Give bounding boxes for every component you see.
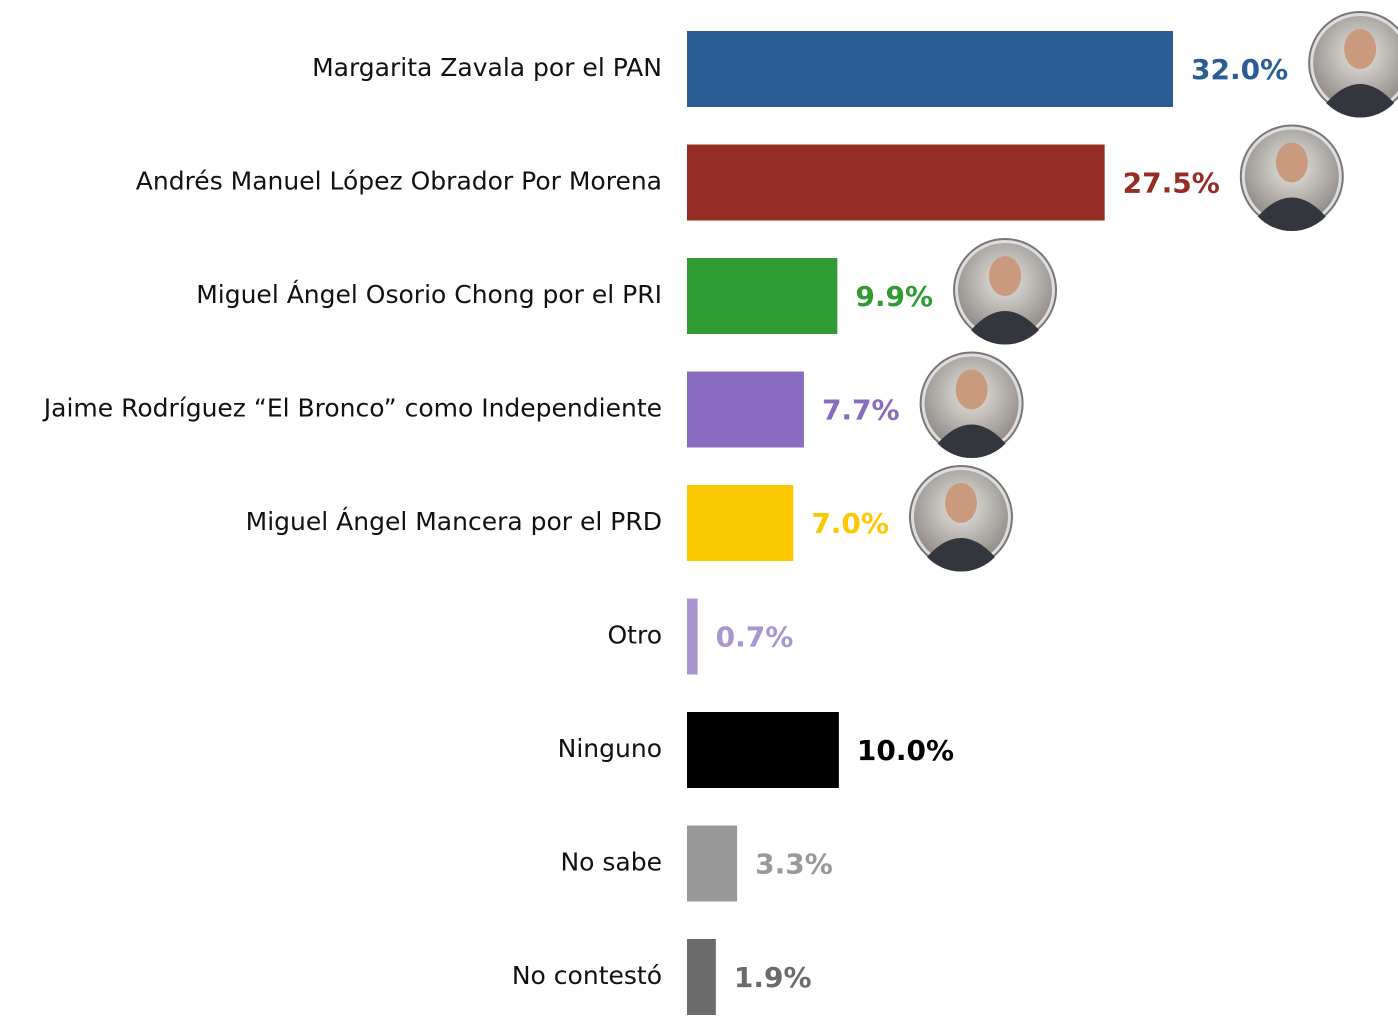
value-label: 10.0% — [857, 734, 954, 767]
category-label: Andrés Manuel López Obrador Por Morena — [136, 167, 662, 196]
candidate-photo — [919, 351, 1024, 459]
candidate-photo — [953, 238, 1058, 345]
photo-body — [1257, 197, 1326, 232]
category-label: Otro — [607, 621, 662, 650]
category-label: Margarita Zavala por el PAN — [312, 53, 662, 82]
photo-head — [1275, 142, 1308, 183]
bar — [687, 598, 698, 675]
category-label: No sabe — [560, 848, 662, 877]
bar — [687, 939, 716, 1015]
value-label: 3.3% — [755, 848, 833, 881]
photo-head — [944, 483, 977, 523]
photo-body — [971, 311, 1040, 345]
category-label: Ninguno — [558, 734, 662, 763]
photo-body — [926, 538, 995, 572]
bar — [687, 712, 839, 788]
value-label: 32.0% — [1191, 53, 1288, 86]
value-label: 27.5% — [1123, 167, 1220, 200]
bar — [687, 31, 1173, 107]
bar — [687, 371, 804, 448]
photo-head — [989, 256, 1022, 296]
candidate-photo — [908, 465, 1013, 572]
value-label: 0.7% — [716, 621, 794, 654]
value-label: 7.7% — [822, 394, 900, 427]
bar — [687, 825, 738, 902]
candidate-photo — [1239, 124, 1344, 232]
value-label: 7.0% — [811, 507, 889, 540]
photo-body — [1326, 84, 1395, 118]
photo-head — [955, 369, 988, 410]
candidate-photo — [1308, 11, 1398, 118]
category-label: Miguel Ángel Mancera por el PRD — [246, 507, 662, 536]
value-label: 1.9% — [734, 961, 812, 994]
category-label: Miguel Ángel Osorio Chong por el PRI — [196, 280, 662, 309]
photo-head — [1344, 29, 1377, 69]
bar — [687, 485, 794, 561]
bar — [687, 144, 1105, 221]
value-label: 9.9% — [855, 280, 933, 313]
category-label: Jaime Rodríguez “El Bronco” como Indepen… — [42, 394, 662, 423]
category-label: No contestó — [512, 961, 662, 990]
photo-body — [937, 424, 1006, 459]
bar — [687, 258, 838, 334]
